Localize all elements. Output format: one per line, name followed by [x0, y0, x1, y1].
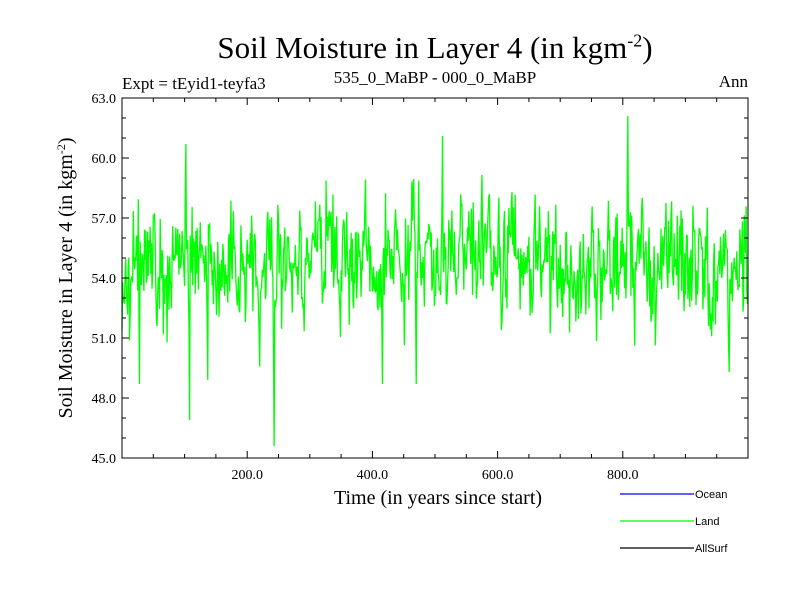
legend-label-ocean: Ocean — [695, 489, 727, 501]
x-tick-label: 600.0 — [482, 468, 514, 483]
period-label: 535_0_MaBP - 000_0_MaBP — [333, 68, 537, 87]
legend: Ocean Land AllSurf — [620, 489, 728, 555]
legend-label-allsurf: AllSurf — [695, 543, 728, 555]
ticks-layer: 45.0 48.0 51.0 54.0 57.0 60.0 63.0 200.0 400.0 60… — [92, 92, 748, 483]
y-tick-label: 60.0 — [92, 152, 117, 167]
x-axis-label: Time (in years since start) — [334, 487, 542, 509]
experiment-label: Expt = tEyid1-teyfa3 — [122, 74, 266, 93]
legend-label-land: Land — [695, 516, 719, 528]
x-tick-label: 200.0 — [231, 468, 263, 483]
y-axis-label: Soil Moisture in Layer 4 (in kgm-2) — [54, 137, 77, 418]
season-label: Ann — [718, 72, 748, 91]
y-tick-label: 48.0 — [92, 392, 117, 407]
y-tick-label: 63.0 — [92, 92, 117, 107]
x-tick-label: 800.0 — [607, 468, 639, 483]
y-tick-label: 45.0 — [92, 452, 117, 467]
y-tick-label: 57.0 — [92, 212, 117, 227]
series-land-line — [121, 115, 749, 447]
y-tick-label: 54.0 — [92, 272, 117, 287]
series-layer — [121, 115, 749, 447]
y-tick-label: 51.0 — [92, 332, 117, 347]
x-tick-label: 400.0 — [357, 468, 389, 483]
chart-title: Soil Moisture in Layer 4 (in kgm-2) — [217, 30, 653, 65]
